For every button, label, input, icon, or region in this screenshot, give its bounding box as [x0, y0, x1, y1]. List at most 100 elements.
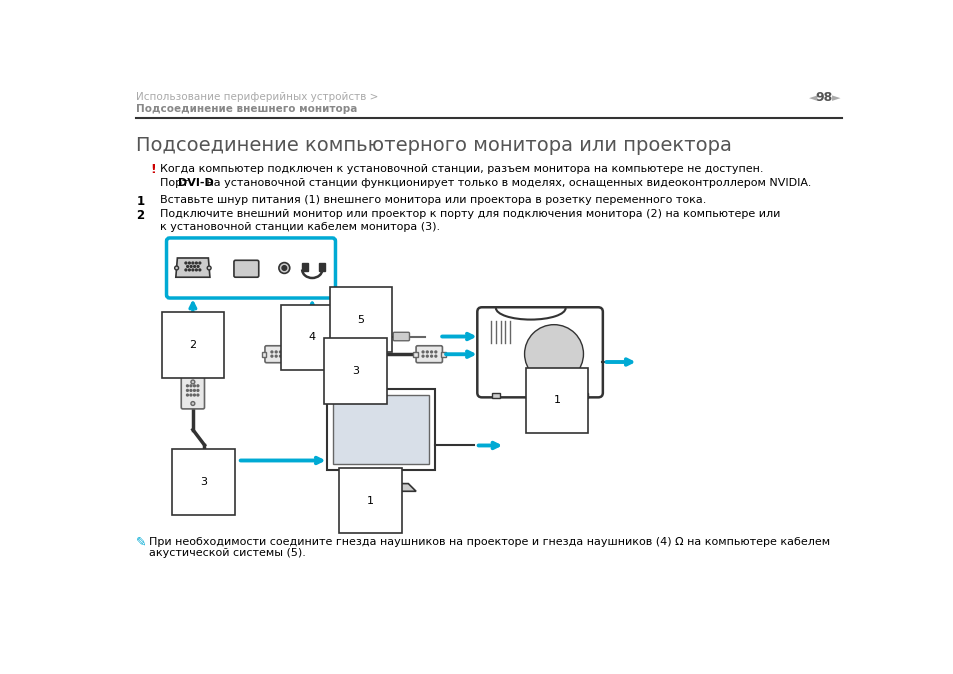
Text: Подсоединение внешнего монитора: Подсоединение внешнего монитора	[136, 104, 357, 114]
Circle shape	[524, 325, 583, 384]
Text: Использование периферийных устройств >: Использование периферийных устройств >	[136, 92, 378, 102]
Text: акустической системы (5).: акустической системы (5).	[149, 547, 305, 557]
Polygon shape	[175, 258, 210, 277]
Circle shape	[190, 385, 192, 387]
Circle shape	[271, 351, 273, 353]
Circle shape	[193, 266, 195, 268]
Circle shape	[195, 269, 197, 271]
Circle shape	[192, 269, 193, 271]
Text: 2: 2	[136, 210, 144, 222]
Text: 1: 1	[136, 195, 144, 208]
Bar	[492, 393, 499, 398]
Circle shape	[219, 457, 221, 459]
FancyBboxPatch shape	[393, 332, 409, 341]
FancyBboxPatch shape	[318, 332, 335, 341]
Text: 1: 1	[553, 396, 560, 406]
Circle shape	[279, 355, 281, 357]
Text: 2: 2	[189, 340, 196, 350]
Circle shape	[539, 340, 567, 368]
Bar	[261, 352, 266, 357]
Bar	[227, 458, 233, 464]
Circle shape	[193, 385, 195, 387]
Circle shape	[185, 269, 187, 271]
Text: ►: ►	[831, 93, 840, 103]
Circle shape	[532, 332, 575, 375]
Circle shape	[202, 462, 204, 463]
Bar	[319, 264, 324, 271]
Circle shape	[275, 351, 276, 353]
FancyBboxPatch shape	[233, 260, 258, 277]
Circle shape	[206, 457, 208, 459]
Circle shape	[193, 394, 195, 396]
FancyBboxPatch shape	[476, 307, 602, 398]
FancyBboxPatch shape	[416, 346, 442, 363]
Circle shape	[430, 351, 432, 353]
Circle shape	[219, 462, 221, 463]
Circle shape	[197, 266, 199, 268]
Bar	[290, 352, 294, 357]
Circle shape	[211, 457, 213, 459]
Bar	[579, 393, 587, 398]
Circle shape	[190, 390, 192, 392]
Text: Когда компьютер подключен к установочной станции, разъем монитора на компьютере : Когда компьютер подключен к установочной…	[159, 164, 762, 174]
Bar	[333, 395, 429, 464]
Circle shape	[207, 266, 211, 270]
Text: При необходимости соедините гнезда наушников на проекторе и гнезда наушников (4): При необходимости соедините гнезда наушн…	[149, 537, 829, 547]
Circle shape	[189, 262, 190, 264]
Circle shape	[199, 269, 200, 271]
Circle shape	[202, 457, 204, 459]
Circle shape	[187, 266, 189, 268]
Text: !: !	[150, 163, 156, 177]
Circle shape	[174, 266, 178, 270]
Bar	[302, 264, 307, 271]
Circle shape	[214, 457, 216, 459]
Circle shape	[191, 402, 194, 406]
Circle shape	[196, 385, 198, 387]
Circle shape	[426, 355, 428, 357]
Circle shape	[195, 262, 197, 264]
Text: Вставьте шнур питания (1) внешнего монитора или проектора в розетку переменного : Вставьте шнур питания (1) внешнего монит…	[159, 195, 705, 205]
Circle shape	[421, 355, 423, 357]
Circle shape	[187, 390, 188, 392]
Bar	[413, 352, 417, 357]
Circle shape	[196, 394, 198, 396]
Text: ◄: ◄	[808, 93, 817, 103]
Circle shape	[190, 266, 192, 268]
Circle shape	[191, 380, 194, 384]
Circle shape	[275, 355, 276, 357]
Circle shape	[214, 462, 216, 463]
Circle shape	[550, 351, 557, 357]
Circle shape	[187, 385, 188, 387]
Circle shape	[187, 394, 188, 396]
Text: 3: 3	[352, 366, 358, 376]
Circle shape	[185, 262, 187, 264]
FancyBboxPatch shape	[167, 238, 335, 298]
Circle shape	[271, 355, 273, 357]
Circle shape	[211, 462, 213, 463]
Text: 3: 3	[200, 477, 207, 487]
Text: Подключите внешний монитор или проектор к порту для подключения монитора (2) на : Подключите внешний монитор или проектор …	[159, 210, 780, 220]
Circle shape	[196, 390, 198, 392]
FancyBboxPatch shape	[181, 377, 204, 409]
Circle shape	[426, 351, 428, 353]
Bar	[440, 352, 445, 357]
Circle shape	[279, 351, 281, 353]
FancyBboxPatch shape	[265, 346, 291, 363]
Circle shape	[435, 351, 436, 353]
Circle shape	[278, 263, 290, 274]
Circle shape	[283, 351, 285, 353]
Text: 5: 5	[357, 315, 364, 325]
Text: к установочной станции кабелем монитора (3).: к установочной станции кабелем монитора …	[159, 222, 439, 232]
Text: ✎: ✎	[136, 535, 147, 548]
Circle shape	[192, 262, 193, 264]
Circle shape	[206, 462, 208, 463]
Circle shape	[190, 394, 192, 396]
Circle shape	[189, 269, 190, 271]
Circle shape	[282, 266, 286, 270]
Text: 4: 4	[309, 332, 315, 342]
Text: 1: 1	[367, 495, 374, 506]
Text: на установочной станции функционирует только в моделях, оснащенных видеоконтролл: на установочной станции функционирует то…	[203, 178, 810, 188]
Text: DVI-D: DVI-D	[178, 178, 213, 188]
Circle shape	[430, 355, 432, 357]
Text: 98: 98	[815, 91, 832, 104]
